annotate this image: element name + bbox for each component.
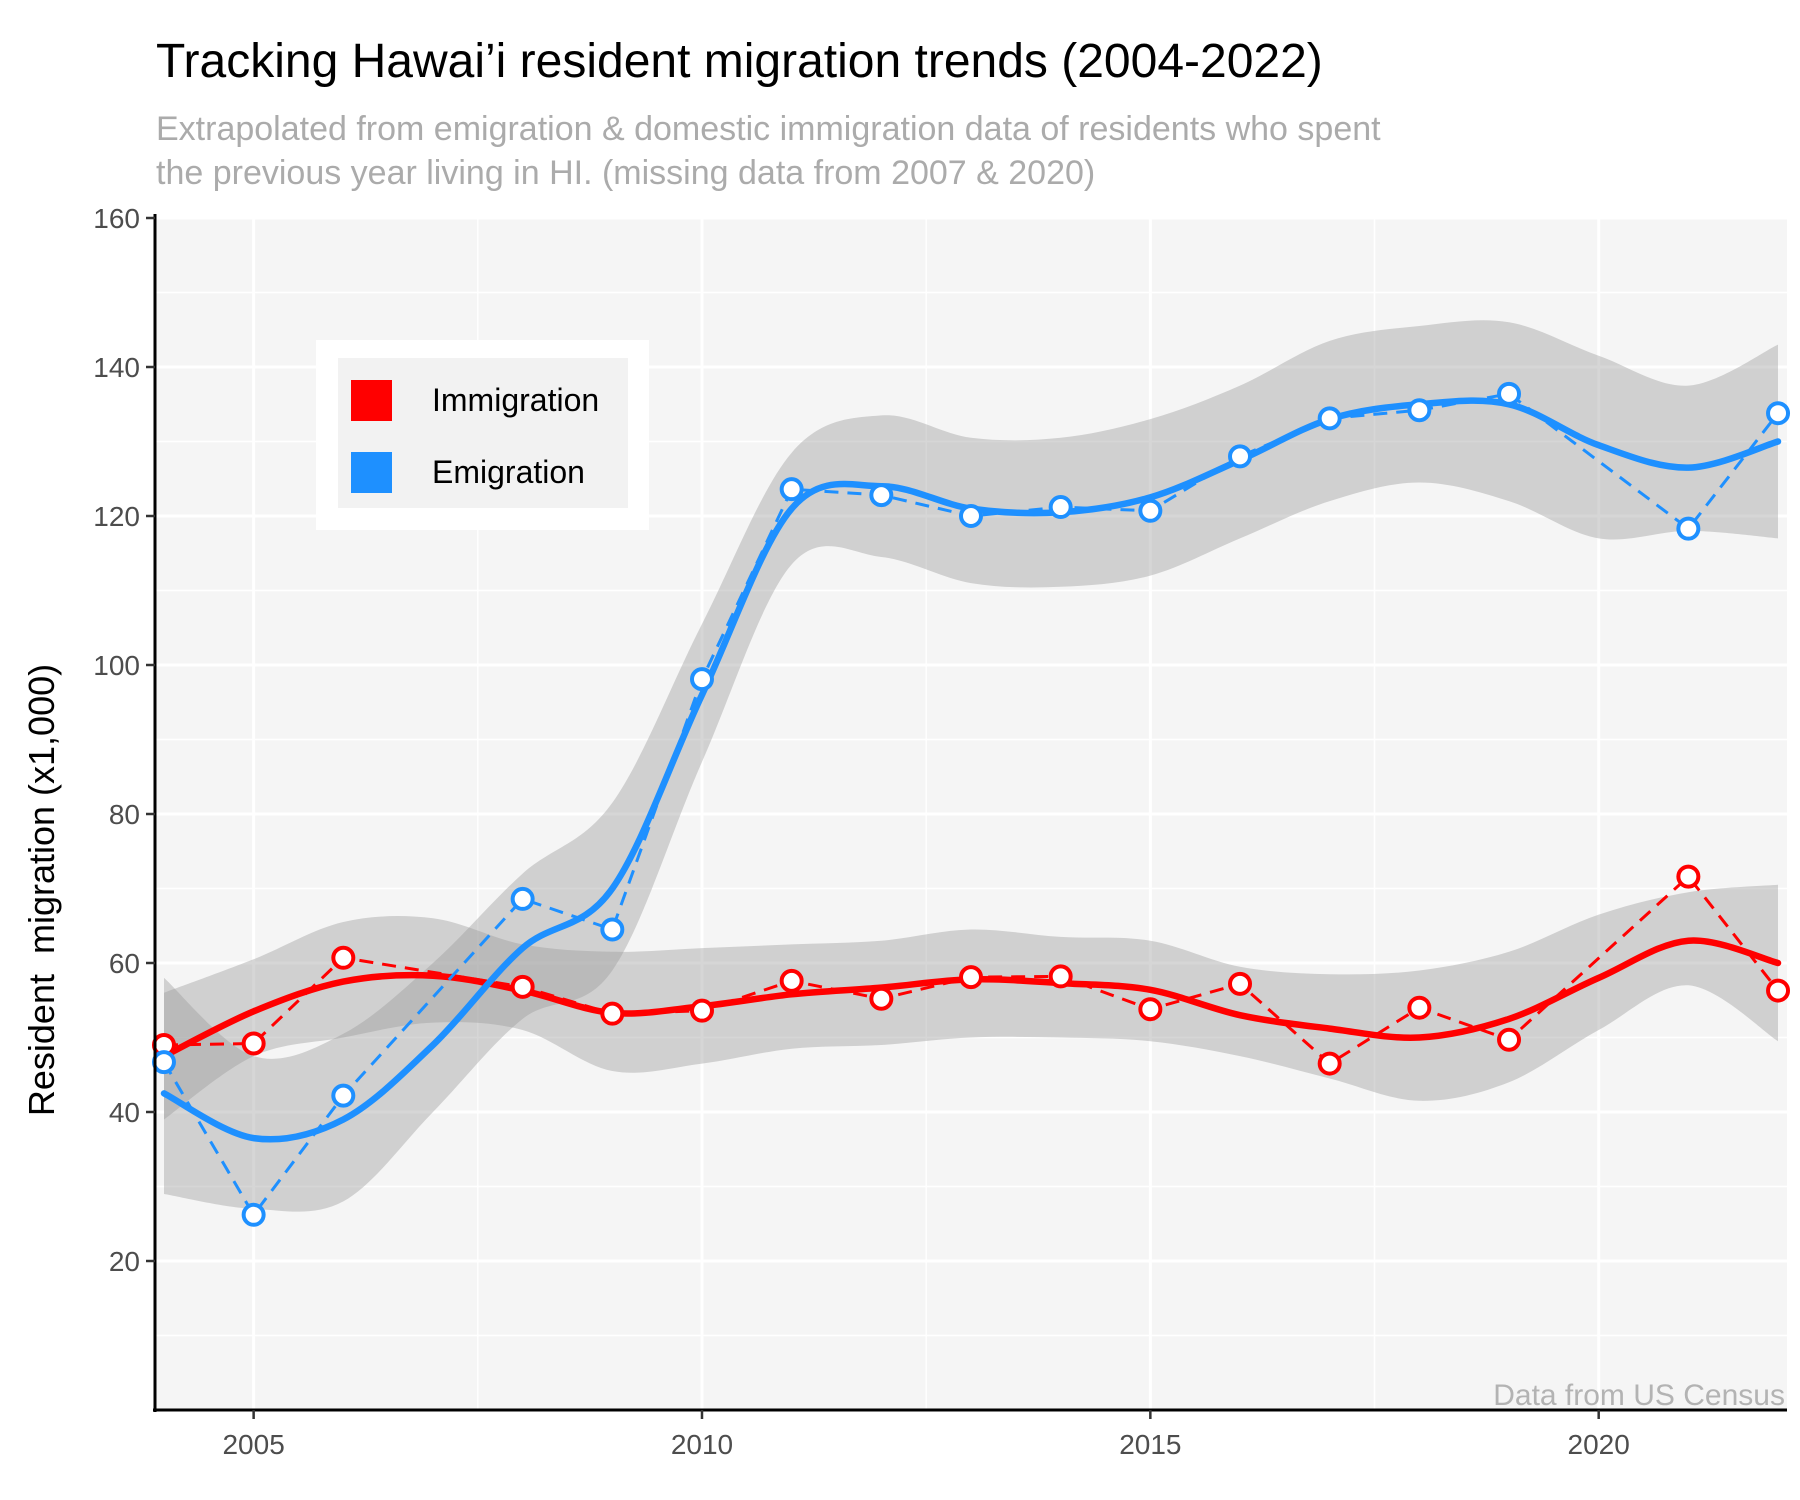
confidence-band-immigration <box>164 884 1778 1120</box>
point-emigration-2011 <box>779 477 804 502</box>
y-tick-label: 80 <box>109 799 140 830</box>
y-tick-label: 20 <box>109 1246 140 1277</box>
axes: 20 40 60 80 100 120 140 160 2005 2010 2015 2020 <box>93 203 1787 1460</box>
point-emigration-2018 <box>1407 398 1432 423</box>
legend-swatch-emigration <box>351 452 392 493</box>
point-emigration-2004 <box>151 1050 176 1075</box>
point-emigration-2015 <box>1138 498 1163 523</box>
legend-label-immigration: Immigration <box>432 382 599 418</box>
point-emigration-2014 <box>1048 495 1073 520</box>
point-emigration-2022 <box>1766 401 1791 426</box>
point-immigration-2015 <box>1138 997 1163 1022</box>
legend: Immigration Emigration <box>316 340 649 530</box>
point-emigration-2008 <box>510 886 535 911</box>
x-tick-label: 2020 <box>1568 1429 1630 1460</box>
y-tick-label: 100 <box>93 650 140 681</box>
point-immigration-2022 <box>1766 978 1791 1003</box>
point-immigration-2014 <box>1048 964 1073 989</box>
point-emigration-2016 <box>1228 444 1253 469</box>
point-emigration-2019 <box>1497 381 1522 406</box>
point-emigration-2005 <box>241 1202 266 1227</box>
point-immigration-2009 <box>600 1001 625 1026</box>
point-emigration-2006 <box>331 1083 356 1108</box>
y-tick-label: 60 <box>109 948 140 979</box>
grid-lines <box>155 216 1787 1410</box>
chart-subtitle-line-1: Extrapolated from emigration & domestic … <box>156 110 1381 148</box>
point-emigration-2021 <box>1676 516 1701 541</box>
point-immigration-2017 <box>1317 1051 1342 1076</box>
point-immigration-2013 <box>959 965 983 990</box>
x-tick-label: 2010 <box>671 1429 733 1460</box>
y-tick-label: 40 <box>109 1097 140 1128</box>
point-immigration-2011 <box>779 968 804 993</box>
point-immigration-2016 <box>1228 971 1253 996</box>
point-emigration-2010 <box>689 667 714 692</box>
point-immigration-2018 <box>1407 995 1432 1020</box>
point-immigration-2012 <box>869 986 894 1011</box>
point-emigration-2012 <box>869 483 894 508</box>
x-tick-label: 2015 <box>1119 1429 1181 1460</box>
x-tick-label: 2005 <box>222 1429 284 1460</box>
legend-label-emigration: Emigration <box>432 454 585 490</box>
point-immigration-2021 <box>1676 864 1701 889</box>
point-immigration-2006 <box>331 945 356 970</box>
y-tick-label: 120 <box>93 501 140 532</box>
chart-title: Tracking Hawai’i resident migration tren… <box>156 35 1323 88</box>
point-immigration-2010 <box>689 998 714 1023</box>
confidence-bands <box>164 320 1778 1212</box>
legend-swatch-immigration <box>351 380 392 421</box>
point-emigration-2013 <box>959 504 983 528</box>
data-points <box>151 381 1791 1227</box>
point-immigration-2008 <box>510 974 535 999</box>
data-source-caption: Data from US Census <box>1493 1379 1785 1412</box>
y-tick-label: 160 <box>93 203 140 234</box>
point-emigration-2009 <box>600 917 625 942</box>
series-line-emigration-smooth <box>160 397 1782 1143</box>
point-immigration-2005 <box>241 1031 266 1056</box>
y-tick-label: 140 <box>93 352 140 383</box>
confidence-band-emigration <box>164 320 1778 1212</box>
point-immigration-2019 <box>1497 1027 1522 1052</box>
chart-subtitle-line-2: the previous year living in HI. (missing… <box>156 154 1096 192</box>
point-emigration-2017 <box>1317 406 1342 431</box>
